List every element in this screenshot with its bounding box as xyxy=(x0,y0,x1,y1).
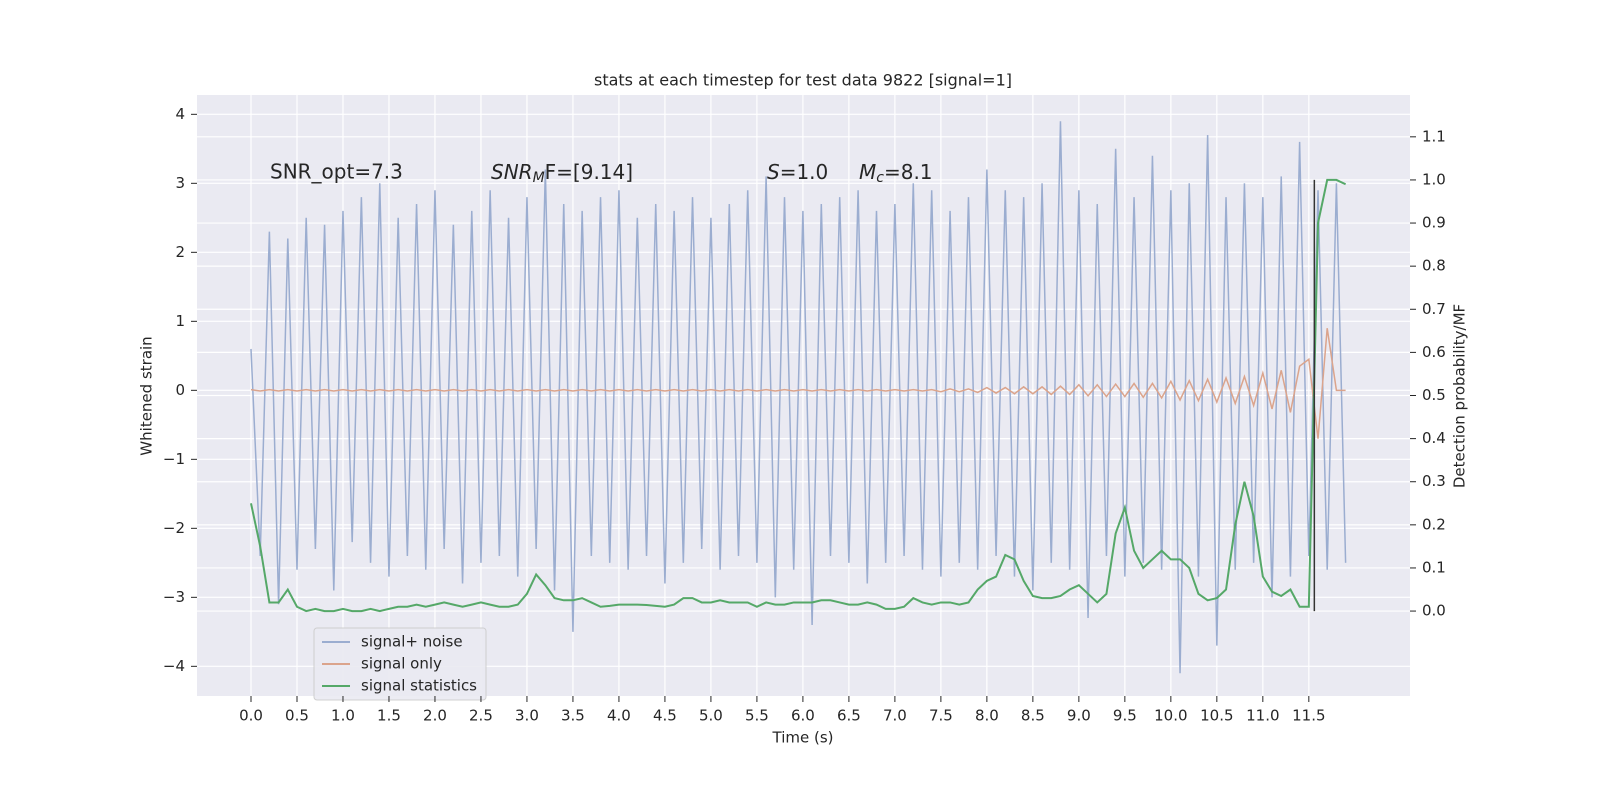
annotation-sub: M xyxy=(533,170,545,186)
y-tick-label: 3 xyxy=(175,174,185,192)
legend: signal+ noise signal only signal statistic… xyxy=(313,627,487,701)
x-tick-label: 6.5 xyxy=(837,707,861,725)
y2-tick-label: 0.6 xyxy=(1422,343,1446,361)
annotation-rest: F=[9.14] xyxy=(545,160,633,184)
x-tick-label: 9.5 xyxy=(1113,707,1137,725)
series-line xyxy=(250,328,1346,439)
x-tick-label: 10.5 xyxy=(1200,707,1233,725)
x-tick-label: 9.0 xyxy=(1067,707,1091,725)
annotation-symbol: SNR xyxy=(491,160,533,184)
y2-tick-label: 1.0 xyxy=(1422,170,1446,188)
y2-tick-label: 1.1 xyxy=(1422,127,1446,145)
annotation-symbol: M xyxy=(859,160,876,184)
x-tick-label: 4.5 xyxy=(653,707,677,725)
annotation: SNR_opt=7.3 xyxy=(270,160,403,184)
x-tick-label: 6.0 xyxy=(791,707,815,725)
y2-tick-label: 0.9 xyxy=(1422,214,1446,232)
y2-tick-label: 0.3 xyxy=(1422,472,1446,490)
legend-label: signal only xyxy=(361,655,442,673)
x-tick-label: 4.0 xyxy=(607,707,631,725)
annotation-rest: =1.0 xyxy=(780,160,829,184)
y2-tick-label: 0.8 xyxy=(1422,257,1446,275)
marks xyxy=(250,121,1347,674)
x-tick-label: 0.5 xyxy=(285,707,309,725)
x-tick-label: 10.0 xyxy=(1154,707,1187,725)
x-tick-label: 2.5 xyxy=(469,707,493,725)
x-tick-label: 0.0 xyxy=(239,707,263,725)
annotation: SNRMF=[9.14] xyxy=(491,160,633,187)
x-tick-label: 5.5 xyxy=(745,707,769,725)
x-tick-label: 7.0 xyxy=(883,707,907,725)
legend-label: signal+ noise xyxy=(361,633,463,651)
y-tick-label: −2 xyxy=(163,519,185,537)
y-tick-label: 2 xyxy=(175,243,185,261)
y-tick-label: −4 xyxy=(163,657,185,675)
annotation-rest: =8.1 xyxy=(884,160,933,184)
x-tick-label: 5.0 xyxy=(699,707,723,725)
y-tick-label: 4 xyxy=(175,105,185,123)
y2-tick-label: 0.7 xyxy=(1422,300,1446,318)
chart-title: stats at each timestep for test data 982… xyxy=(594,71,1012,90)
y-tick-label: 0 xyxy=(175,381,185,399)
x-tick-label: 8.0 xyxy=(975,707,999,725)
annotation: S=1.0 xyxy=(767,160,828,184)
y2-axis-label: Detection probability/MF xyxy=(1451,304,1469,488)
y-tick-label: 1 xyxy=(175,312,185,330)
x-tick-label: 1.0 xyxy=(331,707,355,725)
x-tick-label: 8.5 xyxy=(1021,707,1045,725)
y2-tick-label: 0.4 xyxy=(1422,429,1446,447)
legend-box xyxy=(313,627,487,701)
annotation: Mc=8.1 xyxy=(859,160,933,187)
x-tick-label: 11.0 xyxy=(1246,707,1279,725)
annotation-symbol: S xyxy=(767,160,780,184)
legend-label: signal statistics xyxy=(361,677,477,695)
x-axis-label: Time (s) xyxy=(772,729,834,747)
series-line xyxy=(250,178,1347,613)
y-tick-label: −3 xyxy=(163,588,185,606)
x-tick-label: 11.5 xyxy=(1292,707,1325,725)
x-tick-label: 7.5 xyxy=(929,707,953,725)
y2-tick-label: 0.0 xyxy=(1422,602,1446,620)
x-tick-label: 3.0 xyxy=(515,707,539,725)
y-axis-label: Whitened strain xyxy=(138,336,156,455)
annotation-sub: c xyxy=(876,170,884,186)
y2-tick-label: 0.2 xyxy=(1422,515,1446,533)
y2-tick-label: 0.5 xyxy=(1422,386,1446,404)
y-tick-label: −1 xyxy=(163,450,185,468)
x-tick-label: 1.5 xyxy=(377,707,401,725)
x-tick-label: 2.0 xyxy=(423,707,447,725)
y2-tick-label: 0.1 xyxy=(1422,558,1446,576)
x-tick-label: 3.5 xyxy=(561,707,585,725)
